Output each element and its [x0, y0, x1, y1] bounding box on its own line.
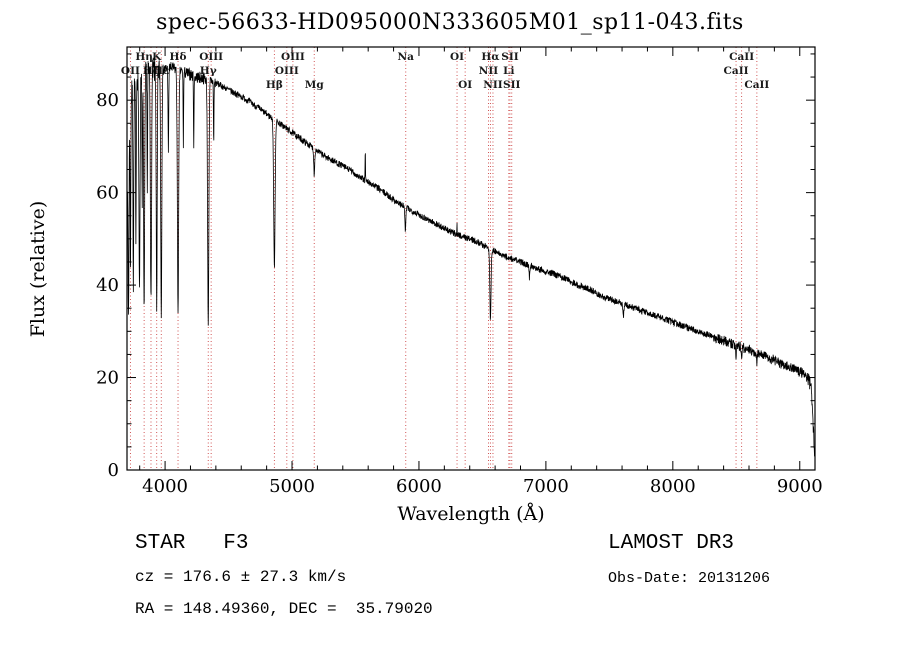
- svg-text:8000: 8000: [650, 476, 696, 497]
- svg-text:CaII: CaII: [744, 79, 769, 91]
- svg-text:CaII: CaII: [729, 51, 754, 63]
- svg-text:OII: OII: [121, 65, 140, 77]
- y-axis-label: Flux (relative): [27, 200, 49, 338]
- annotation-ra-dec: RA = 148.49360, DEC = 35.79020: [135, 600, 433, 618]
- svg-text:Hβ: Hβ: [266, 79, 283, 91]
- annotation-survey: LAMOST DR3: [608, 532, 735, 555]
- svg-text:SII: SII: [501, 51, 518, 63]
- svg-text:OI: OI: [458, 79, 472, 91]
- svg-text:Hδ: Hδ: [170, 51, 187, 63]
- svg-text:Hη: Hη: [135, 51, 153, 63]
- svg-text:Mg: Mg: [305, 79, 325, 91]
- plot-title: spec-56633-HD095000N333605M01_sp11-043.f…: [156, 10, 744, 35]
- svg-text:4000: 4000: [142, 476, 188, 497]
- svg-text:Na: Na: [398, 51, 415, 63]
- annotation-star-type: STAR F3: [135, 532, 249, 555]
- svg-text:60: 60: [96, 183, 119, 204]
- svg-text:OIII: OIII: [281, 51, 305, 63]
- svg-text:7000: 7000: [523, 476, 569, 497]
- svg-text:CaII: CaII: [724, 65, 749, 77]
- svg-text:Li: Li: [503, 65, 514, 77]
- svg-text:Hα: Hα: [481, 51, 499, 63]
- svg-text:80: 80: [96, 90, 119, 111]
- svg-text:0: 0: [108, 460, 119, 481]
- svg-text:6000: 6000: [396, 476, 442, 497]
- svg-text:SII: SII: [503, 79, 520, 91]
- svg-text:OIII: OIII: [199, 51, 223, 63]
- svg-text:OI: OI: [450, 51, 464, 63]
- svg-text:20: 20: [96, 368, 119, 389]
- svg-text:NII: NII: [483, 79, 503, 91]
- svg-text:9000: 9000: [777, 476, 823, 497]
- svg-text:NII: NII: [479, 65, 499, 77]
- svg-text:40: 40: [96, 275, 119, 296]
- svg-text:K: K: [152, 51, 162, 63]
- annotation-obs-date: Obs-Date: 20131206: [608, 570, 771, 587]
- svg-text:5000: 5000: [269, 476, 315, 497]
- annotation-cz: cz = 176.6 ± 27.3 km/s: [135, 568, 347, 586]
- x-axis-label: Wavelength (Å): [397, 503, 545, 525]
- svg-text:OIII: OIII: [275, 65, 299, 77]
